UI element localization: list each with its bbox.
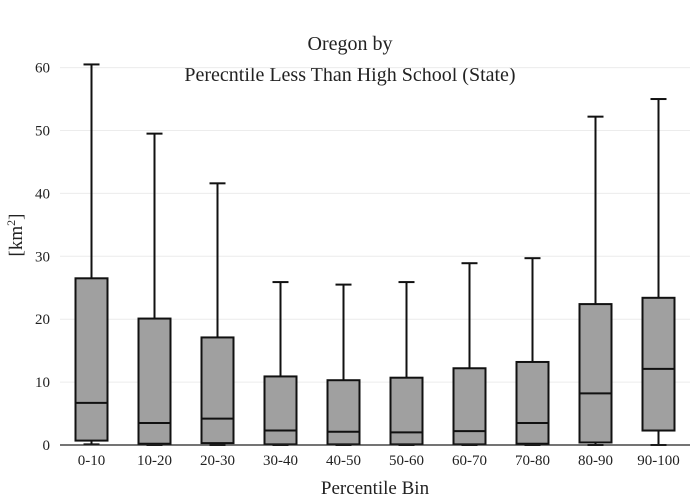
x-tick-label: 70-80: [515, 453, 550, 469]
x-axis-title: Percentile Bin: [321, 478, 430, 499]
chart-title-line-1: Oregon by: [308, 33, 393, 55]
iqr-box: [389, 376, 424, 446]
y-tick-labels: 0 10 20 30 40 50 60: [35, 61, 50, 454]
iqr-box: [200, 336, 235, 445]
iqr-box: [137, 317, 172, 445]
y-tick-label: 10: [35, 375, 50, 391]
x-tick-label: 30-40: [263, 453, 298, 469]
x-tick-label: 90-100: [637, 453, 680, 469]
x-tick-label: 50-60: [389, 453, 424, 469]
x-tick-label: 0-10: [78, 453, 106, 469]
y-tick-label: 30: [35, 249, 50, 265]
box-60-70: [452, 262, 487, 446]
x-tick-label: 40-50: [326, 453, 361, 469]
box-90-100: [641, 98, 676, 446]
box-10-20: [137, 132, 172, 446]
box-30-40: [263, 281, 298, 446]
iqr-box: [578, 303, 613, 444]
x-tick-label: 10-20: [137, 453, 172, 469]
iqr-box: [515, 360, 550, 445]
box-70-80: [515, 257, 550, 446]
boxes-layer: [74, 63, 676, 446]
x-tick-labels: 0-10 10-20 20-30 30-40 40-50 50-60 60-70 70-80 8…: [78, 453, 680, 469]
box-20-30: [200, 182, 235, 446]
iqr-box: [452, 367, 487, 446]
box-50-60: [389, 281, 424, 446]
box-80-90: [578, 115, 613, 446]
y-tick-label: 60: [35, 61, 50, 77]
y-tick-label: 40: [35, 186, 50, 202]
iqr-box: [326, 379, 361, 446]
chart-title-line-2: Perecntile Less Than High School (State): [184, 64, 515, 86]
iqr-box: [641, 296, 676, 432]
y-tick-label: 50: [35, 123, 50, 139]
y-tick-label: 20: [35, 312, 50, 328]
x-tick-label: 80-90: [578, 453, 613, 469]
box-40-50: [326, 283, 361, 446]
y-tick-label: 0: [43, 438, 51, 454]
x-tick-label: 60-70: [452, 453, 487, 469]
y-axis-title: [km2]: [4, 214, 27, 257]
iqr-box: [74, 277, 109, 442]
iqr-box: [263, 375, 298, 446]
box-0-10: [74, 63, 109, 446]
x-tick-label: 20-30: [200, 453, 235, 469]
